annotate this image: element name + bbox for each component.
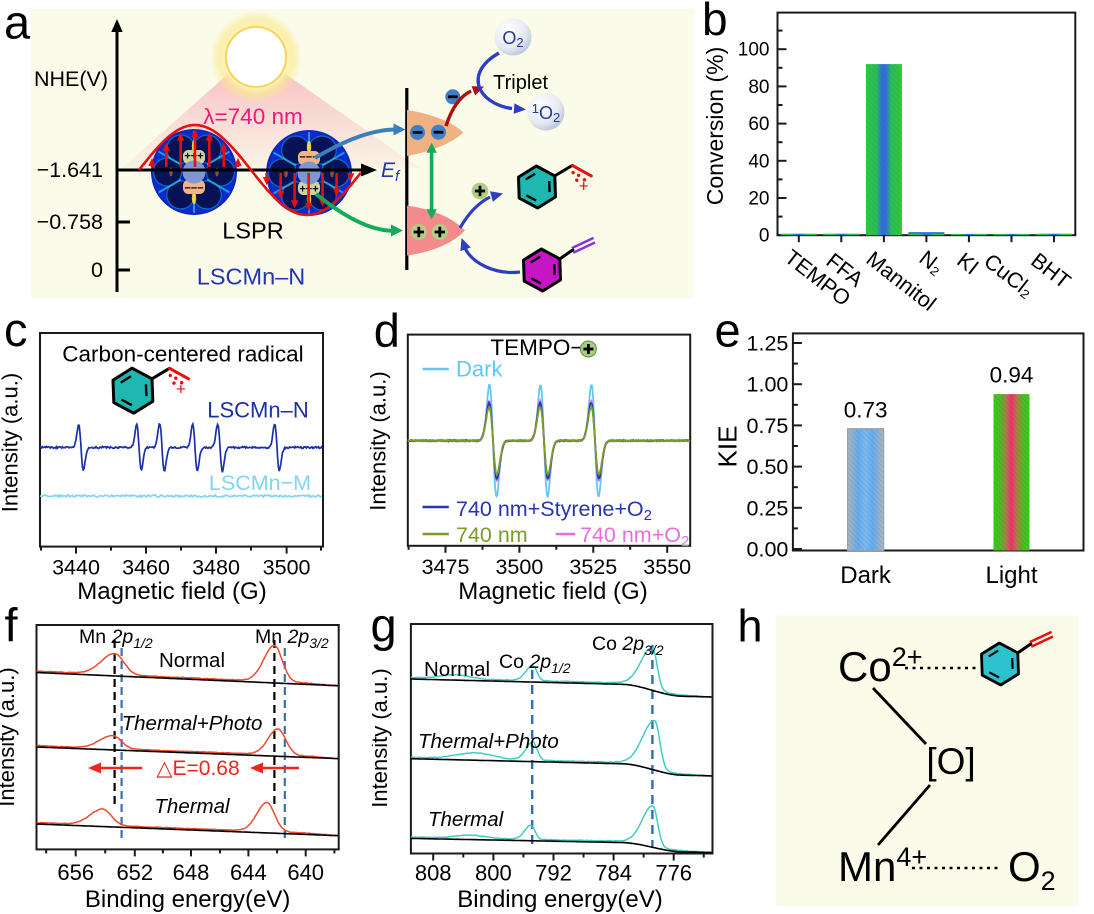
- svg-text:NHE(V): NHE(V): [34, 67, 108, 91]
- svg-text:740 nm+O2: 740 nm+O2: [580, 523, 689, 550]
- svg-text:3440: 3440: [52, 556, 100, 580]
- svg-text:+: +: [579, 176, 589, 195]
- svg-text:f: f: [5, 600, 19, 652]
- svg-text:800: 800: [475, 861, 512, 886]
- svg-text:LSCMn−M: LSCMn−M: [209, 471, 311, 495]
- svg-text:3525: 3525: [569, 555, 617, 579]
- svg-text:LSCMn–N: LSCMn–N: [207, 398, 308, 423]
- svg-text:g: g: [372, 600, 397, 651]
- svg-text:0.75: 0.75: [747, 414, 789, 438]
- svg-text:Magnetic field (G): Magnetic field (G): [458, 578, 647, 605]
- svg-text:Thermal+Photo: Thermal+Photo: [122, 712, 263, 735]
- svg-text:λ=740 nm: λ=740 nm: [203, 104, 302, 129]
- svg-text:Dark: Dark: [840, 562, 892, 589]
- svg-text:776: 776: [655, 861, 692, 886]
- svg-text:KIE: KIE: [713, 426, 743, 468]
- svg-text:LSCMn–N: LSCMn–N: [197, 264, 305, 290]
- svg-text:784: 784: [595, 861, 632, 886]
- svg-text:Intensity (a.u.): Intensity (a.u.): [0, 667, 19, 806]
- svg-text:0.73: 0.73: [844, 398, 888, 423]
- svg-text:Magnetic field (G): Magnetic field (G): [77, 578, 266, 605]
- svg-text:+: +: [176, 379, 186, 398]
- svg-text:20: 20: [748, 189, 769, 210]
- svg-text:656: 656: [57, 860, 94, 885]
- svg-text:c: c: [4, 310, 28, 356]
- svg-text:d: d: [374, 310, 400, 357]
- svg-text:0: 0: [759, 226, 770, 247]
- svg-text:60: 60: [748, 114, 769, 135]
- svg-text:0.00: 0.00: [747, 538, 789, 562]
- svg-text:−−−: −−−: [299, 152, 318, 164]
- svg-text:Thermal: Thermal: [428, 808, 505, 831]
- svg-text:KI: KI: [952, 248, 983, 279]
- svg-text:644: 644: [230, 860, 267, 885]
- svg-text:808: 808: [415, 861, 452, 886]
- svg-text:1O2: 1O2: [532, 101, 560, 125]
- svg-text:Thermal: Thermal: [154, 795, 231, 818]
- svg-text:40: 40: [748, 151, 769, 172]
- svg-text:3550: 3550: [643, 555, 691, 579]
- svg-text:3500: 3500: [495, 555, 543, 579]
- svg-text:640: 640: [287, 860, 324, 885]
- svg-text:0.50: 0.50: [747, 455, 789, 479]
- svg-text:1.00: 1.00: [747, 373, 789, 397]
- svg-text:Conversion (%): Conversion (%): [702, 47, 728, 206]
- svg-text:Intensity (a.u.): Intensity (a.u.): [0, 373, 23, 512]
- svg-text:−0.758: −0.758: [37, 210, 103, 234]
- svg-text:0.94: 0.94: [990, 363, 1034, 388]
- svg-text:N₂: N₂: [915, 246, 949, 280]
- svg-text:648: 648: [173, 860, 210, 885]
- svg-text:Intensity (a.u.): Intensity (a.u.): [370, 371, 391, 510]
- svg-text:−1.641: −1.641: [37, 158, 103, 182]
- svg-text:[O]: [O]: [926, 741, 975, 782]
- svg-text:Normal: Normal: [159, 649, 225, 672]
- svg-text:TEMPO−: TEMPO−: [490, 335, 583, 360]
- svg-text:792: 792: [535, 861, 572, 886]
- svg-text:3460: 3460: [122, 556, 170, 580]
- svg-text:Binding energy(eV): Binding energy(eV): [457, 886, 662, 913]
- svg-text:e: e: [715, 310, 741, 357]
- svg-text:a: a: [4, 0, 31, 48]
- svg-text:652: 652: [116, 860, 153, 885]
- svg-text:b: b: [702, 0, 728, 45]
- svg-text:Normal: Normal: [424, 658, 490, 681]
- svg-text:Mn 2p1/2: Mn 2p1/2: [79, 626, 153, 651]
- svg-text:100: 100: [738, 40, 770, 61]
- svg-text:Light: Light: [985, 562, 1037, 589]
- svg-text:Thermal+Photo: Thermal+Photo: [418, 730, 559, 753]
- svg-text:△E=0.68: △E=0.68: [156, 757, 239, 780]
- svg-text:Carbon-centered radical: Carbon-centered radical: [62, 342, 303, 367]
- svg-text:Intensity (a.u.): Intensity (a.u.): [372, 668, 392, 807]
- svg-text:3475: 3475: [422, 555, 470, 579]
- svg-text:Triplet: Triplet: [493, 72, 548, 94]
- svg-text:3500: 3500: [263, 556, 311, 580]
- svg-text:CuCl₂: CuCl₂: [979, 249, 1038, 302]
- svg-text:3480: 3480: [192, 556, 240, 580]
- svg-text:1.25: 1.25: [747, 332, 789, 356]
- svg-text:−−−: −−−: [184, 183, 203, 195]
- svg-text:Binding energy(eV): Binding energy(eV): [85, 886, 290, 913]
- svg-text:0.25: 0.25: [747, 496, 789, 520]
- svg-text:740 nm: 740 nm: [456, 523, 528, 547]
- svg-text:0: 0: [91, 258, 103, 282]
- svg-text:h: h: [740, 601, 763, 652]
- svg-text:740 nm+Styrene+O2: 740 nm+Styrene+O2: [456, 497, 652, 524]
- svg-text:80: 80: [748, 77, 769, 98]
- svg-text:LSPR: LSPR: [222, 218, 283, 244]
- svg-text:Dark: Dark: [456, 357, 503, 382]
